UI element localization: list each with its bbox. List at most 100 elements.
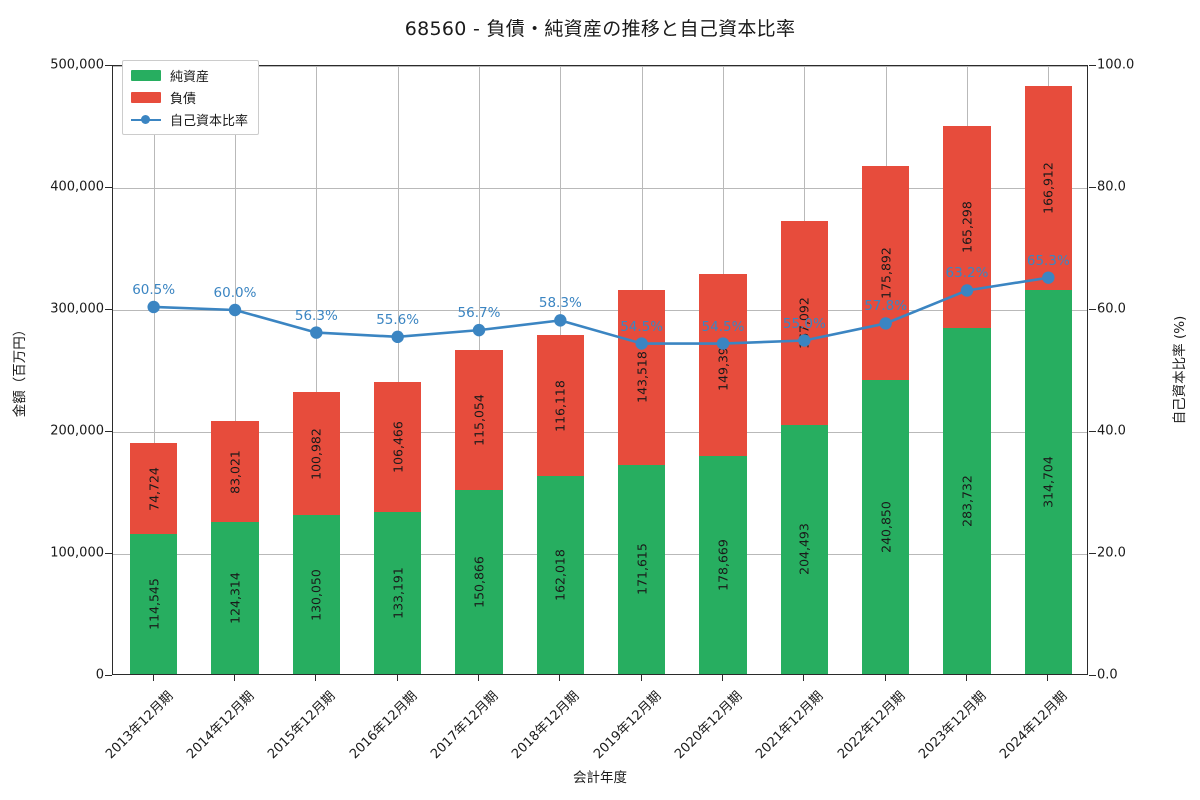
bar-group[interactable]: 124,314 83,021: [211, 64, 259, 674]
y-axis-right-tick-mark: [1089, 553, 1096, 554]
bar-segment-net-assets[interactable]: 130,050: [292, 515, 340, 674]
vertical-gridline: [397, 66, 399, 674]
bar-group[interactable]: 178,669 149,399: [699, 64, 747, 674]
bar-segment-net-assets[interactable]: 133,191: [374, 511, 422, 674]
bar-segment-net-assets[interactable]: 314,704: [1024, 290, 1072, 674]
x-axis-tick-mark: [315, 675, 317, 681]
legend-item[interactable]: 純資産: [131, 67, 248, 85]
ratio-marker[interactable]: [960, 284, 974, 297]
y-axis-left-tick-mark: [105, 65, 112, 66]
y-axis-left-tick-label: 100,000: [50, 545, 104, 561]
ratio-point-label: 58.3%: [538, 295, 582, 312]
ratio-marker[interactable]: [310, 326, 323, 339]
bar-group[interactable]: 171,615 143,518: [618, 64, 666, 674]
bar-group[interactable]: 204,493 167,092: [780, 64, 828, 674]
bar-segment-liabilities[interactable]: 166,912: [1024, 86, 1072, 291]
bar-segment-liabilities[interactable]: 115,054: [455, 349, 503, 490]
y-axis-right-tick-label: 60.0: [1097, 301, 1126, 317]
bar-segment-liabilities[interactable]: 149,399: [699, 273, 747, 457]
x-axis-tick-label: 2013年12月期: [102, 688, 177, 763]
ratio-marker[interactable]: [472, 323, 486, 337]
y-axis-right-tick-mark: [1089, 187, 1096, 188]
gridline: [113, 554, 1087, 555]
bar-segment-net-assets[interactable]: 240,850: [862, 380, 910, 674]
bar-group[interactable]: 283,732 165,298: [943, 64, 991, 674]
y-axis-right-tick-mark: [1089, 309, 1096, 310]
bar-segment-liabilities[interactable]: 106,466: [374, 381, 422, 512]
ratio-marker[interactable]: [716, 337, 730, 350]
legend-item[interactable]: 自己資本比率: [131, 111, 248, 129]
ratio-point-label: 54.5%: [620, 318, 664, 335]
bar-segment-net-assets[interactable]: 114,545: [130, 534, 178, 674]
ratio-marker[interactable]: [798, 334, 811, 347]
ratio-point-label: 57.8%: [864, 298, 908, 315]
y-axis-right-tick-label: 80.0: [1097, 179, 1126, 195]
bar-segment-liabilities[interactable]: 175,892: [862, 165, 910, 381]
bar-segment-liabilities[interactable]: 116,118: [536, 334, 584, 477]
plot-area: 114,545 74,724 124,314 83,021 130,050 100,982…: [112, 65, 1088, 675]
vertical-gridline: [316, 66, 318, 674]
vertical-gridline: [153, 66, 155, 674]
chart-title: 68560 - 負債・純資産の推移と自己資本比率: [404, 18, 796, 40]
bar-segment-net-assets[interactable]: 178,669: [699, 456, 747, 674]
x-axis-tick-mark: [234, 675, 235, 681]
ratio-marker[interactable]: [391, 330, 404, 344]
bar-segment-net-assets[interactable]: 171,615: [618, 464, 666, 674]
bar-group[interactable]: 150,866 115,054: [455, 64, 503, 674]
legend-swatch-icon: [131, 92, 161, 103]
ratio-marker[interactable]: [635, 337, 648, 350]
x-axis-tick-label: 2021年12月期: [753, 688, 827, 763]
y-axis-right-label: 自己資本比率 (%): [1172, 315, 1188, 425]
y-axis-left-tick-mark: [105, 553, 112, 554]
bar-segment-net-assets[interactable]: 204,493: [780, 424, 828, 674]
ratio-marker[interactable]: [228, 303, 242, 317]
y-axis-left-tick-mark: [105, 431, 112, 432]
ratio-point-label: 56.7%: [457, 305, 501, 322]
bar-group[interactable]: 314,704 166,912: [1024, 64, 1072, 674]
y-axis-left-tick-mark: [105, 187, 112, 188]
bar-segment-liabilities[interactable]: 143,518: [618, 289, 666, 465]
bar-group[interactable]: 130,050 100,982: [292, 64, 340, 674]
y-axis-left-label: 金額（百万円）: [12, 322, 28, 418]
bar-group[interactable]: 114,545 74,724: [130, 64, 178, 674]
ratio-marker[interactable]: [879, 317, 892, 330]
x-axis-tick-label: 2018年12月期: [509, 688, 583, 763]
ratio-point-label: 63.2%: [945, 265, 989, 282]
y-axis-right-tick-label: 100.0: [1097, 57, 1135, 73]
x-axis-tick-mark: [396, 675, 398, 681]
x-axis-tick-label: 2020年12月期: [672, 688, 746, 763]
ratio-point-label: 65.3%: [1026, 252, 1070, 269]
x-axis-tick-label: 2016年12月期: [346, 688, 421, 763]
legend-item[interactable]: 負債: [131, 89, 248, 107]
y-axis-left-tick-mark: [105, 675, 112, 676]
bar-group[interactable]: 240,850 175,892: [862, 64, 910, 674]
y-axis-left-tick-label: 500,000: [50, 57, 104, 73]
bar-segment-liabilities[interactable]: 100,982: [292, 392, 340, 516]
bar-segment-liabilities[interactable]: 83,021: [211, 421, 259, 523]
gridline: [113, 432, 1087, 433]
ratio-marker[interactable]: [147, 300, 160, 314]
x-axis-tick-mark: [1047, 675, 1049, 681]
gridline: [113, 188, 1087, 189]
bar-group[interactable]: 133,191 106,466: [374, 64, 422, 674]
legend-line-marker-icon: [131, 114, 161, 125]
x-axis-tick-label: 2019年12月期: [590, 688, 665, 763]
bar-segment-liabilities[interactable]: 74,724: [130, 443, 178, 535]
legend-swatch-icon: [131, 70, 161, 81]
y-axis-right-tick-label: 20.0: [1097, 545, 1126, 561]
ratio-marker[interactable]: [554, 314, 567, 327]
bar-segment-net-assets[interactable]: 124,314: [211, 522, 259, 674]
y-axis-right-tick-label: 40.0: [1097, 423, 1126, 439]
ratio-marker[interactable]: [1042, 271, 1055, 284]
bar-segment-liabilities[interactable]: 167,092: [780, 220, 828, 425]
bar-segment-net-assets[interactable]: 162,018: [536, 476, 584, 674]
bar-group[interactable]: 162,018 116,118: [536, 64, 584, 674]
y-axis-left-tick-label: 400,000: [50, 179, 104, 195]
y-axis-left-tick-label: 0: [95, 667, 104, 683]
x-axis-tick-mark: [722, 675, 723, 681]
y-axis-left-tick-mark: [105, 309, 112, 310]
y-axis-right-tick-mark: [1089, 431, 1096, 432]
vertical-gridline: [235, 66, 236, 674]
bar-segment-net-assets[interactable]: 283,732: [943, 327, 991, 674]
bar-segment-net-assets[interactable]: 150,866: [455, 489, 503, 674]
